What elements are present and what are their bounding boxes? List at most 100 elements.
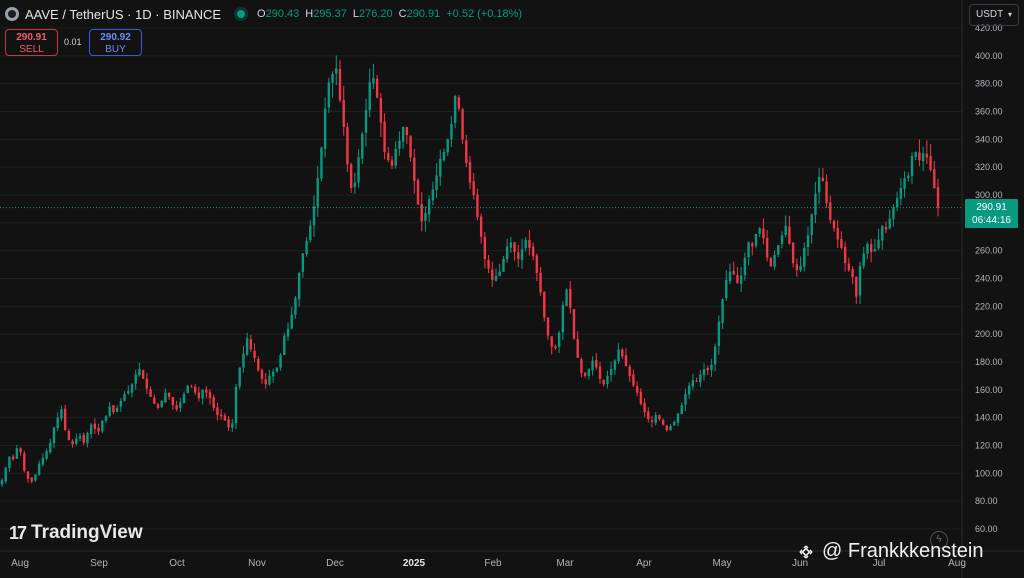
candle-body — [457, 97, 461, 109]
candle-body — [167, 392, 171, 397]
candle-body — [483, 236, 487, 260]
candle-body — [234, 387, 238, 424]
time-tick-label: Dec — [326, 558, 344, 569]
candle-body — [197, 392, 201, 399]
candle-body — [153, 397, 156, 404]
candle-body — [873, 249, 877, 252]
high-value: 295.37 — [313, 8, 347, 20]
candle-body — [141, 370, 145, 379]
candle-body — [639, 391, 643, 404]
open-label: O — [257, 8, 266, 20]
candle-body — [832, 221, 836, 229]
price-tick-label: 200.00 — [975, 329, 1003, 339]
price-tick-label: 360.00 — [975, 107, 1003, 117]
price-tick-label: 60.00 — [975, 524, 998, 534]
candle-body — [379, 97, 383, 123]
candle-body — [387, 153, 390, 161]
price-tick-label: 380.00 — [975, 79, 1003, 89]
change-value: +0.52 (+0.18%) — [446, 8, 523, 20]
time-tick-label: Nov — [248, 558, 266, 569]
candle-body — [918, 152, 921, 161]
candle-body — [193, 386, 197, 393]
candle-body — [535, 255, 539, 273]
candle-body — [286, 328, 290, 337]
candle-body — [710, 364, 713, 371]
candle-body — [921, 153, 925, 162]
candle-body — [491, 269, 494, 280]
candle-body — [847, 263, 851, 271]
candle-body — [706, 367, 709, 371]
candle-body — [145, 378, 149, 389]
candle-body — [758, 228, 761, 234]
tradingview-logo[interactable]: 17 TradingView — [9, 522, 143, 544]
candle-body — [539, 272, 542, 293]
candle-body — [439, 158, 442, 177]
candle-body — [134, 374, 137, 384]
candle-body — [702, 368, 706, 376]
candle-body — [257, 359, 260, 371]
candle-body — [903, 178, 906, 189]
chart-header: AAVE / TetherUS · 1D · BINANCE O 290.43 … — [0, 0, 960, 28]
candle-body — [728, 271, 732, 282]
candle-body — [205, 389, 208, 393]
candle-body — [572, 309, 576, 339]
time-tick-label: Feb — [484, 558, 502, 569]
candle-body — [435, 175, 438, 190]
candle-body — [725, 279, 728, 299]
candle-body — [327, 82, 331, 108]
candle-body — [561, 304, 565, 333]
candle-body — [446, 139, 449, 153]
candle-body — [602, 380, 605, 385]
candle-body — [223, 415, 227, 421]
sell-button[interactable]: 290.91 SELL — [5, 29, 58, 56]
candle-body — [936, 186, 940, 208]
candle-body — [86, 432, 89, 444]
chart-grid — [0, 27, 962, 530]
buy-price: 290.92 — [100, 32, 131, 43]
candle-body — [104, 416, 108, 421]
candle-body — [401, 126, 405, 142]
candle-body — [0, 480, 4, 485]
candle-body — [331, 73, 334, 83]
buy-button[interactable]: 290.92 BUY — [89, 29, 142, 56]
candle-body — [799, 265, 802, 271]
sell-label: SELL — [19, 44, 44, 55]
candle-body — [175, 405, 178, 410]
candle-body — [751, 243, 754, 247]
candle-body — [8, 456, 11, 468]
currency-label: USDT — [976, 9, 1004, 20]
candle-body — [375, 78, 379, 98]
candle-body — [895, 197, 899, 208]
candle-body — [907, 175, 910, 179]
candle-body — [795, 264, 799, 271]
close-label: C — [398, 8, 407, 20]
candle-body — [591, 360, 594, 371]
candle-body — [855, 277, 858, 297]
time-tick-label: Aug — [11, 558, 29, 569]
watermark-text: @ Frankkkenstein — [822, 540, 984, 562]
candle-body — [271, 371, 275, 377]
candles-layer — [0, 55, 940, 487]
candle-body — [82, 434, 85, 443]
candle-body — [821, 177, 825, 182]
price-tick-label: 80.00 — [975, 496, 998, 506]
currency-selector[interactable]: USDT ▾ — [969, 4, 1019, 26]
candle-body — [743, 257, 747, 275]
symbol-title[interactable]: AAVE / TetherUS · 1D · BINANCE — [25, 6, 222, 22]
candle-body — [49, 442, 52, 453]
candle-body — [245, 338, 249, 355]
candle-body — [420, 203, 423, 222]
candle-body — [684, 394, 687, 405]
lightning-icon[interactable]: ϟ — [930, 531, 948, 549]
candle-body — [119, 400, 123, 407]
candle-body — [836, 228, 839, 240]
candle-body — [647, 411, 650, 420]
candle-body — [658, 415, 661, 420]
open-value: 290.43 — [265, 8, 300, 20]
candle-body — [925, 153, 929, 158]
sell-price: 290.91 — [16, 32, 47, 43]
candle-body — [201, 389, 204, 399]
candle-body — [182, 394, 186, 404]
candle-body — [368, 82, 371, 111]
